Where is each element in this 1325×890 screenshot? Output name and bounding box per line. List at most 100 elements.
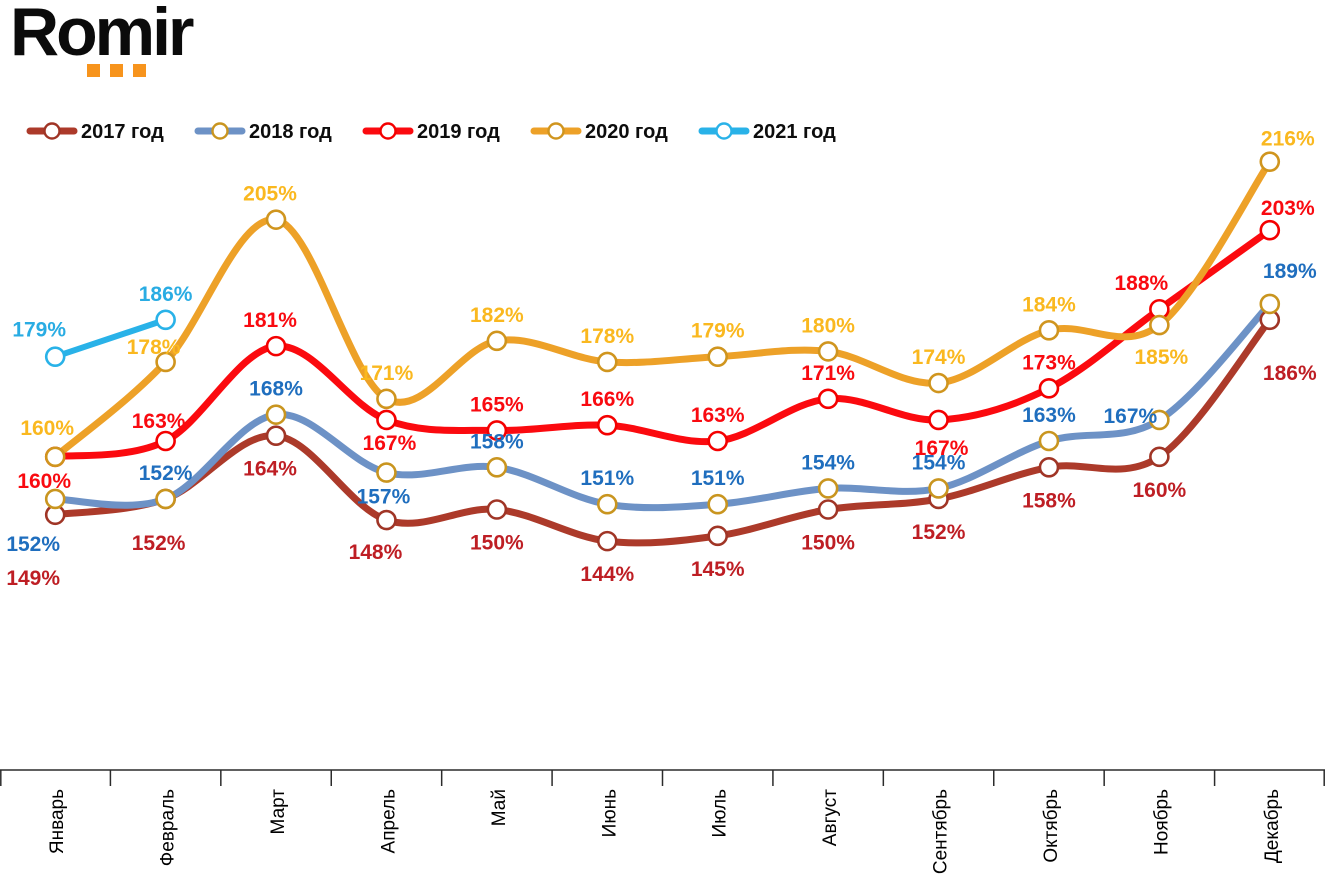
legend-label: 2019 год [417, 121, 500, 143]
data-point-marker [1038, 320, 1060, 341]
legend-item: 2019 год [362, 121, 500, 143]
data-point-label: 180% [801, 314, 855, 337]
data-point-marker [1038, 457, 1060, 478]
data-point-label: 167% [1104, 405, 1158, 428]
data-point-label: 181% [243, 309, 297, 332]
data-point-label: 203% [1261, 197, 1315, 220]
data-point-label: 185% [1135, 346, 1189, 369]
data-point-label: 148% [349, 541, 403, 564]
legend-label: 2017 год [81, 121, 164, 143]
data-point-label: 186% [139, 283, 193, 306]
legend-marker-icon [715, 122, 733, 140]
data-point-label: 152% [6, 533, 60, 556]
data-point-marker [486, 420, 508, 441]
series-line-2019 [51, 226, 1274, 461]
month-label: Декабрь [1262, 789, 1283, 863]
data-point-marker [596, 351, 618, 373]
data-point-marker [265, 209, 287, 230]
data-point-marker [707, 493, 729, 515]
data-point-marker [44, 446, 66, 468]
data-point-marker [155, 430, 176, 452]
month-label: Сентябрь [931, 789, 952, 874]
month-label: Август [820, 789, 841, 846]
romir-logo-dots [87, 64, 146, 77]
data-point-marker [817, 388, 839, 410]
data-point-label: 150% [801, 532, 855, 555]
data-point-marker [1259, 151, 1281, 172]
month-label: Март [268, 789, 289, 835]
data-point-marker [817, 341, 839, 362]
data-point-label: 182% [470, 304, 524, 327]
data-point-label: 168% [249, 378, 303, 401]
data-point-marker [1259, 219, 1281, 241]
month-label: Июнь [599, 789, 620, 837]
data-point-label: 151% [691, 467, 745, 490]
data-point-label: 166% [580, 388, 634, 411]
legend-item: 2020 год [530, 121, 668, 143]
data-point-marker [376, 509, 397, 531]
data-point-label: 144% [580, 563, 634, 586]
data-point-label: 160% [17, 470, 71, 493]
data-point-label: 158% [1022, 489, 1076, 512]
data-point-label: 163% [691, 404, 745, 427]
data-point-label: 152% [912, 521, 966, 544]
legend-item: 2017 год [26, 121, 164, 143]
data-point-label: 152% [139, 462, 193, 485]
legend-marker-icon [547, 122, 565, 140]
month-label: Ноябрь [1151, 789, 1172, 855]
legend-label: 2021 год [753, 121, 836, 143]
data-point-label: 151% [580, 467, 634, 490]
logo-dot [87, 64, 100, 77]
data-point-label: 178% [127, 336, 181, 359]
data-point-label: 163% [132, 410, 186, 433]
legend-label: 2020 год [585, 121, 668, 143]
data-point-label: 149% [6, 567, 60, 590]
data-point-label: 171% [801, 362, 855, 385]
logo-dot [133, 64, 146, 77]
data-point-label: 174% [912, 346, 966, 369]
data-point-label: 179% [691, 320, 745, 343]
data-point-label: 171% [360, 362, 414, 385]
data-point-label: 179% [12, 319, 66, 342]
data-point-label: 163% [1022, 404, 1076, 427]
data-point-marker [1149, 446, 1170, 468]
data-point-marker [596, 530, 618, 552]
month-label: Май [489, 789, 510, 826]
data-point-label: 173% [1022, 351, 1076, 374]
series-line-2018 [51, 300, 1274, 512]
data-point-label: 178% [580, 325, 634, 348]
legend-item: 2021 год [698, 121, 836, 143]
data-point-marker [1038, 430, 1060, 452]
data-point-marker [1038, 377, 1060, 399]
data-point-label: 154% [912, 451, 966, 474]
legend-marker-icon [211, 122, 229, 140]
data-point-label: 164% [243, 458, 297, 481]
data-point-marker [265, 335, 287, 357]
data-point-label: 150% [470, 532, 524, 555]
month-label: Январь [47, 789, 68, 854]
data-point-marker [928, 372, 949, 394]
data-point-marker [486, 457, 508, 478]
data-point-label: 160% [20, 417, 74, 440]
data-point-marker [928, 478, 949, 499]
legend-label: 2018 год [249, 121, 332, 143]
logo-dot [110, 64, 123, 77]
data-point-label: 205% [243, 183, 297, 206]
romir-logo-text: Romir [10, 0, 194, 70]
data-point-label: 152% [132, 532, 186, 555]
data-point-label: 157% [357, 486, 411, 509]
legend-marker-icon [43, 122, 61, 140]
data-point-label: 184% [1022, 293, 1076, 316]
data-point-marker [44, 488, 66, 510]
data-point-marker [1149, 409, 1170, 431]
data-point-marker [928, 409, 949, 431]
data-point-label: 167% [915, 437, 969, 460]
data-point-marker [44, 346, 66, 367]
data-point-label: 186% [1263, 362, 1317, 385]
data-point-marker [155, 309, 176, 331]
data-point-marker [1149, 314, 1170, 336]
data-point-label: 145% [691, 558, 745, 581]
data-point-marker [707, 430, 729, 452]
